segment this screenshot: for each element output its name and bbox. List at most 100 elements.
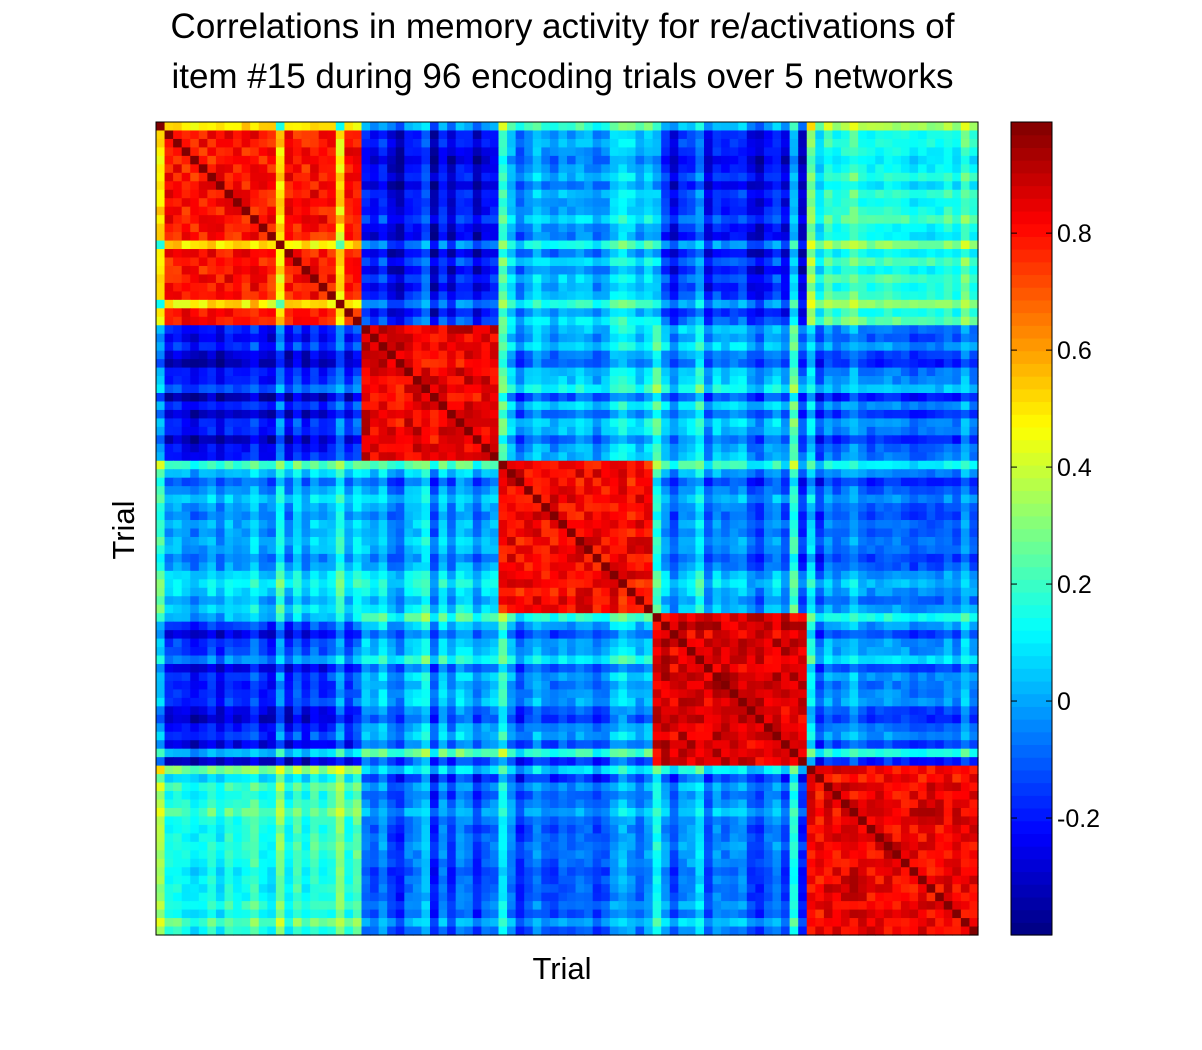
heatmap-cell [661, 206, 671, 216]
heatmap-cell [755, 282, 765, 292]
heatmap-cell [704, 215, 714, 225]
heatmap-cell [558, 536, 568, 547]
heatmap-cell [892, 545, 902, 555]
heatmap-cell [395, 486, 405, 496]
heatmap-cell [207, 435, 217, 445]
heatmap-cell [746, 164, 756, 174]
heatmap-cell [575, 494, 585, 504]
heatmap-cell [481, 299, 491, 309]
heatmap-cell [661, 393, 671, 403]
heatmap-cell [609, 376, 619, 386]
heatmap-cell [541, 494, 551, 504]
heatmap-cell [798, 350, 808, 360]
heatmap-cell [866, 452, 876, 462]
heatmap-cell [464, 189, 474, 199]
heatmap-cell [969, 181, 979, 191]
heatmap-cell [738, 215, 748, 225]
heatmap-cell [669, 350, 679, 360]
heatmap-cell [755, 138, 765, 149]
heatmap-cell [969, 477, 979, 487]
heatmap-cell [378, 215, 388, 225]
heatmap-cell [481, 511, 491, 521]
heatmap-cell [156, 240, 166, 250]
heatmap-cell [361, 274, 371, 284]
heatmap-cell [746, 426, 756, 436]
heatmap-cell [798, 536, 808, 547]
heatmap-cell [310, 511, 320, 521]
heatmap-cell [592, 223, 602, 233]
heatmap-cell [335, 282, 345, 292]
heatmap-cell [464, 232, 474, 242]
heatmap-cell [301, 291, 311, 301]
heatmap-cell [301, 232, 311, 242]
heatmap-cell [412, 384, 423, 394]
heatmap-cell [626, 443, 637, 453]
heatmap-cell [858, 232, 868, 242]
heatmap-cell [626, 545, 637, 555]
heatmap-cell [618, 138, 628, 149]
heatmap-cell [224, 172, 234, 182]
heatmap-cell [609, 274, 619, 284]
heatmap-cell [472, 333, 482, 343]
heatmap-cell [327, 333, 337, 343]
heatmap-cell [584, 282, 594, 292]
heatmap-cell [378, 511, 388, 521]
heatmap-cell [421, 545, 431, 555]
heatmap-cell [173, 316, 183, 326]
heatmap-cell [173, 503, 183, 513]
heatmap-cell [258, 232, 268, 242]
heatmap-cell [738, 291, 748, 301]
heatmap-cell [618, 181, 628, 191]
heatmap-cell [652, 359, 662, 369]
heatmap-cell [207, 155, 217, 165]
heatmap-cell [849, 316, 859, 326]
heatmap-cell [164, 469, 174, 479]
heatmap-cell [609, 181, 619, 191]
heatmap-cell [695, 494, 705, 504]
heatmap-cell [190, 189, 200, 199]
heatmap-cell [549, 274, 560, 284]
heatmap-cell [584, 426, 594, 436]
heatmap-cell [532, 359, 542, 369]
heatmap-cell [678, 528, 688, 538]
heatmap-cell [515, 376, 525, 386]
heatmap-cell [498, 418, 508, 428]
heatmap-cell [695, 138, 705, 149]
heatmap-cell [849, 198, 859, 208]
heatmap-cell [909, 503, 919, 513]
heatmap-cell [960, 503, 971, 513]
heatmap-cell [866, 181, 876, 191]
heatmap-cell [918, 316, 928, 326]
heatmap-cell [652, 240, 662, 250]
heatmap-cell [378, 122, 388, 132]
heatmap-cell [481, 181, 491, 191]
heatmap-cell [704, 503, 714, 513]
heatmap-cell [498, 147, 508, 157]
heatmap-cell [661, 452, 671, 462]
heatmap-cell [361, 342, 371, 352]
heatmap-cell [207, 443, 217, 453]
heatmap-cell [164, 435, 174, 445]
heatmap-cell [935, 308, 945, 318]
heatmap-cell [267, 181, 277, 191]
heatmap-cell [601, 257, 611, 267]
heatmap-cell [532, 494, 542, 504]
heatmap-cell [712, 249, 722, 259]
heatmap-cell [481, 376, 491, 386]
heatmap-cell [156, 393, 166, 403]
heatmap-cell [524, 359, 534, 369]
heatmap-cell [601, 181, 611, 191]
heatmap-cell [455, 130, 465, 140]
heatmap-cell [335, 147, 345, 157]
heatmap-cell [858, 172, 868, 182]
heatmap-cell [241, 477, 251, 487]
heatmap-cell [318, 198, 328, 208]
heatmap-cell [190, 215, 200, 225]
heatmap-cell [361, 215, 371, 225]
heatmap-cell [652, 520, 662, 530]
heatmap-cell [592, 138, 602, 149]
heatmap-cell [164, 206, 174, 216]
heatmap-cell [387, 494, 397, 504]
heatmap-cell [789, 384, 799, 394]
heatmap-cell [181, 189, 191, 199]
